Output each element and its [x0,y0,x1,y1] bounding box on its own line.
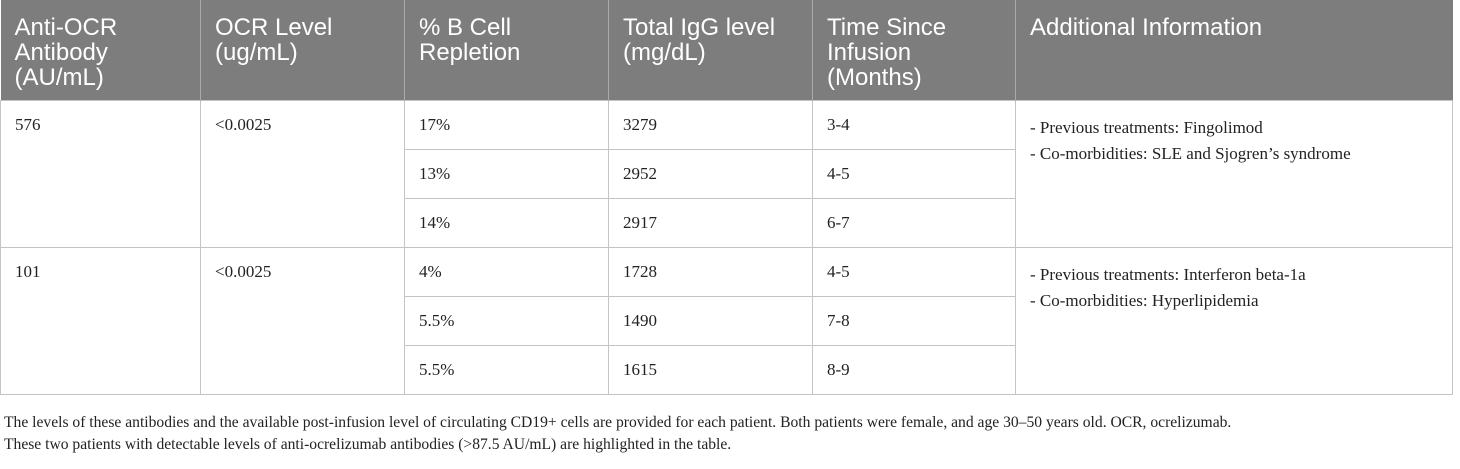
total-igg-cell: 2917 [608,198,813,248]
info-previous-treatments: - Previous treatments: Interferon beta-1… [1030,265,1306,284]
table-row: 5.5% 1615 8-9 [1,345,1453,395]
ocr-level-cell: <0.0025 [200,100,405,248]
antibody-results-table: Anti-OCR Antibody (AU/mL) OCR Level (ug/… [0,0,1453,395]
header-additional-information: Additional Information [1015,0,1453,101]
total-igg-cell: 1728 [608,247,813,297]
time-since-infusion-cell: 7-8 [812,296,1016,346]
header-b-cell-repletion: % B Cell Repletion [404,0,609,101]
ocr-level-cell: <0.0025 [200,247,405,395]
anti-ocr-antibody-cell: 576 [0,100,201,248]
time-since-infusion-cell: 4-5 [812,247,1016,297]
info-previous-treatments: - Previous treatments: Fingolimod [1030,118,1263,137]
caption-line-2: These two patients with detectable level… [4,436,732,453]
table-row: 13% 2952 4-5 [1,149,1453,199]
total-igg-cell: 3279 [608,100,813,150]
info-co-morbidities: - Co-morbidities: SLE and Sjogren’s synd… [1030,144,1351,163]
table-row: 5.5% 1490 7-8 [1,296,1453,346]
header-row: Anti-OCR Antibody (AU/mL) OCR Level (ug/… [0,0,1453,101]
b-cell-repletion-cell: 17% [404,100,609,150]
time-since-infusion-cell: 4-5 [812,149,1016,199]
total-igg-cell: 2952 [608,149,813,199]
table-body: 576 <0.0025 17% 3279 3-4 - Previous trea… [0,100,1453,395]
time-since-infusion-cell: 6-7 [812,198,1016,248]
table-header: Anti-OCR Antibody (AU/mL) OCR Level (ug/… [0,0,1453,101]
additional-information-cell: - Previous treatments: Interferon beta-1… [1015,247,1453,395]
total-igg-cell: 1615 [608,345,813,395]
header-total-igg-level: Total IgG level (mg/dL) [608,0,813,101]
total-igg-cell: 1490 [608,296,813,346]
caption-line-1: The levels of these antibodies and the a… [4,414,1232,431]
header-ocr-level: OCR Level (ug/mL) [200,0,405,101]
b-cell-repletion-cell: 5.5% [404,345,609,395]
time-since-infusion-cell: 3-4 [812,100,1016,150]
time-since-infusion-cell: 8-9 [812,345,1016,395]
anti-ocr-antibody-cell: 101 [0,247,201,395]
results-table-container: Anti-OCR Antibody (AU/mL) OCR Level (ug/… [0,0,1453,395]
b-cell-repletion-cell: 4% [404,247,609,297]
b-cell-repletion-cell: 5.5% [404,296,609,346]
table-row: 576 <0.0025 17% 3279 3-4 - Previous trea… [0,100,1453,248]
header-anti-ocr-antibody: Anti-OCR Antibody (AU/mL) [0,0,201,101]
table-caption: The levels of these antibodies and the a… [4,412,1456,456]
b-cell-repletion-cell: 13% [404,149,609,199]
info-co-morbidities: - Co-morbidities: Hyperlipidemia [1030,291,1259,310]
header-time-since-infusion: Time Since Infusion (Months) [812,0,1016,101]
table-row: 101 <0.0025 4% 1728 4-5 - Previous treat… [0,247,1453,395]
additional-information-cell: - Previous treatments: Fingolimod - Co-m… [1015,100,1453,248]
b-cell-repletion-cell: 14% [404,198,609,248]
